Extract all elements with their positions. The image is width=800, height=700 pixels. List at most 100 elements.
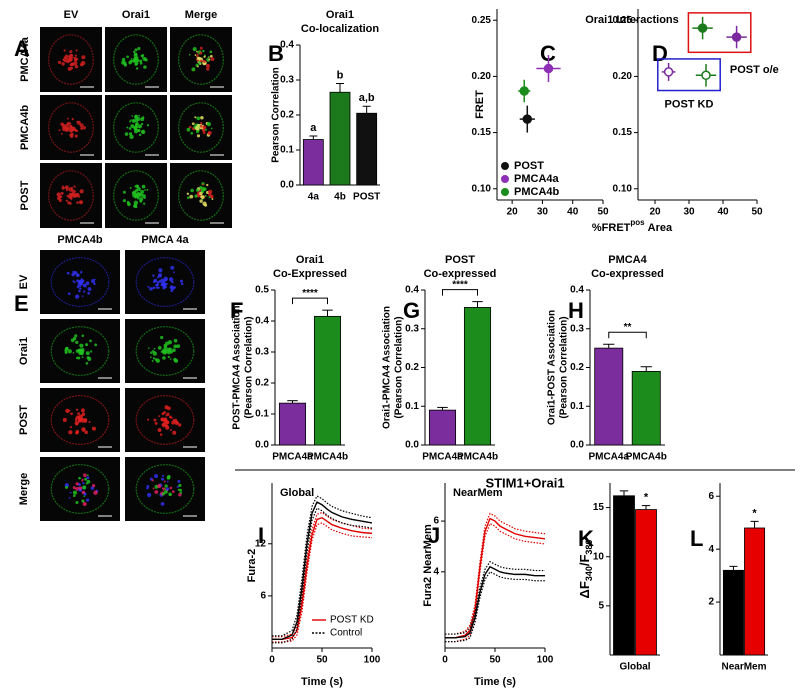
y-tick-label: 0.25 [613, 15, 633, 26]
fluorescence [209, 50, 213, 54]
fluorescence [153, 279, 156, 282]
fluorescence [140, 122, 144, 126]
fluorescence [78, 280, 82, 285]
fluorescence [138, 126, 141, 129]
fluorescence [165, 341, 170, 346]
fluorescence [72, 128, 75, 132]
fluorescence [208, 58, 211, 61]
fluorescence [147, 285, 150, 288]
y-tick-label: 0.20 [472, 71, 492, 82]
fluorescence [134, 48, 138, 52]
fluorescence [152, 286, 156, 290]
fluorescence [136, 128, 140, 132]
fluorescence [56, 193, 59, 196]
cell-outline [135, 464, 195, 514]
fluorescence [130, 119, 132, 121]
point [543, 63, 554, 74]
panel-letter: I [258, 523, 264, 548]
fluorescence [75, 431, 79, 435]
fluorescence [140, 117, 145, 122]
fluorescence [64, 54, 69, 59]
fluorescence [73, 185, 76, 188]
y-tick-label: 0.15 [472, 127, 492, 138]
bar [428, 409, 457, 446]
fluorescence [196, 54, 199, 58]
y-axis-label: (Pearson Correlation) [394, 316, 405, 418]
row-header: EV [18, 274, 30, 289]
significance-bracket [442, 289, 478, 296]
y-tick-label: 0.2 [405, 362, 419, 373]
fluorescence [74, 487, 77, 490]
fluorescence [75, 482, 79, 486]
fluorescence [200, 115, 204, 120]
fluorescence [196, 134, 201, 138]
legend-marker [501, 175, 509, 183]
fluorescence [206, 67, 210, 71]
fluorescence [202, 201, 207, 206]
fluorescence [153, 418, 157, 422]
y-tick-label: 0.3 [570, 323, 584, 334]
x-tick-label: 50 [751, 207, 763, 218]
y-tick-label: 15 [593, 502, 605, 513]
fluorescence [69, 426, 73, 429]
panel-letter: B [268, 41, 284, 66]
y-axis-label: Orai1-PMCA4 Association [382, 306, 393, 429]
fluorescence [165, 414, 168, 417]
legend-label: POST [514, 160, 544, 172]
fluorescence [69, 203, 72, 205]
fluorescence [200, 195, 203, 199]
x-tick-label: PMCA4b [457, 452, 498, 463]
x-tick-label: PMCA4a [272, 452, 313, 463]
fluorescence [81, 334, 85, 338]
fluorescence [60, 122, 64, 126]
fluorescence [149, 287, 153, 291]
fluorescence [166, 480, 169, 483]
chart-title: Orai1 [326, 9, 354, 21]
fluorescence [82, 429, 85, 432]
fluorescence [207, 130, 212, 136]
x-tick-label: 100 [364, 655, 381, 666]
fluorescence [173, 344, 178, 349]
fluorescence [202, 183, 204, 186]
y-tick-label: 0.0 [280, 180, 294, 191]
row-header: Merge [18, 473, 30, 505]
fluorescence [170, 265, 175, 270]
bar [278, 402, 307, 446]
fluorescence [84, 430, 88, 435]
fluorescence [73, 56, 75, 59]
line [272, 501, 373, 641]
fluorescence [87, 356, 92, 361]
fluorescence [80, 351, 84, 356]
fluorescence [169, 358, 172, 360]
fluorescence [147, 492, 152, 498]
cell-outline [50, 395, 110, 445]
point [731, 32, 742, 42]
y-axis-label: POST-PMCA4 Association [232, 305, 243, 429]
fluorescence [81, 55, 86, 60]
fluorescence [194, 54, 197, 57]
fluorescence [199, 199, 203, 203]
panel-letter: H [568, 298, 584, 323]
fluorescence [157, 428, 162, 432]
fluorescence [80, 63, 84, 67]
fluorescence [64, 128, 69, 132]
fluorescence [143, 65, 147, 69]
x-axis-label-sup: pos [630, 218, 645, 227]
fluorescence [81, 356, 84, 359]
fluorescence [71, 118, 74, 121]
fluorescence [91, 278, 96, 284]
fluorescence [206, 58, 210, 61]
fluorescence [144, 189, 146, 191]
fluorescence [74, 64, 79, 69]
y-tick-label: 0.0 [405, 440, 419, 451]
fluorescence [72, 192, 77, 197]
fluorescence [202, 126, 205, 129]
fluorescence [173, 418, 178, 423]
fluorescence [129, 186, 132, 189]
group-box [687, 12, 752, 54]
x-tick-label: 50 [316, 655, 328, 666]
y-tick-label: 0.2 [280, 110, 294, 121]
fluorescence [146, 485, 150, 488]
fluorescence [76, 120, 78, 123]
